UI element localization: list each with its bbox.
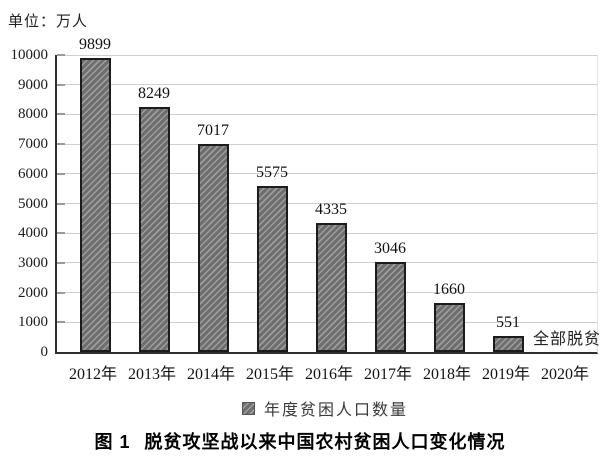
bar-value-2015年: 5575	[256, 164, 288, 182]
figure-caption: 图 1 脱贫攻坚战以来中国农村贫困人口变化情况	[0, 428, 600, 454]
y-axis-label-10000: 10000	[10, 47, 49, 63]
y-tick-3000	[57, 261, 65, 264]
unit-label: 单位：万人	[8, 14, 89, 30]
bar-value-2013年: 8249	[138, 85, 170, 102]
gridline-10000	[57, 54, 597, 56]
y-axis-label-1000: 1000	[18, 314, 48, 331]
y-axis-label-0: 0	[40, 344, 49, 360]
x-axis-label-2015年: 2015年	[245, 366, 294, 383]
bar-2016年	[315, 223, 347, 352]
y-axis-label-3000: 3000	[18, 254, 48, 271]
x-axis-label-2013年: 2013年	[127, 366, 176, 383]
y-tick-7000	[57, 143, 65, 146]
bar-value-2017年: 3046	[374, 239, 406, 257]
x-axis-label-2018年: 2018年	[422, 366, 471, 383]
bar-value-2019年: 551	[496, 313, 520, 331]
bar-2014年	[197, 143, 229, 352]
y-axis-label-2000: 2000	[18, 284, 48, 301]
y-axis-label-6000: 6000	[18, 165, 48, 182]
chart-legend: 年度贫困人口数量	[242, 396, 408, 420]
x-axis-label-2020年: 2020年	[540, 366, 589, 383]
x-axis-label-2016年: 2016年	[304, 366, 353, 383]
x-axis-label-2014年: 2014年	[186, 366, 235, 383]
y-tick-1000	[57, 321, 65, 324]
bar-2012年	[79, 58, 111, 352]
y-tick-2000	[57, 291, 65, 294]
figure-title: 脱贫攻坚战以来中国农村贫困人口变化情况	[144, 432, 506, 452]
x-axis-label-2019年: 2019年	[481, 366, 530, 383]
legend-label: 年度贫困人口数量	[264, 402, 409, 419]
gridline-6000	[57, 173, 597, 175]
plot-area: 9899 8249 7017 5575 4335 3046 1660 551 全部脱贫	[55, 36, 600, 354]
gridline-5000	[57, 203, 597, 204]
y-axis-labels: 0 1000 2000 3000 4000 5000 6000 7000 8000 9000 100…	[0, 47, 49, 360]
y-tick-5000	[57, 202, 65, 205]
bar-value-2014年: 7017	[197, 121, 229, 139]
y-tick-10000	[57, 54, 65, 56]
legend-hatched-swatch-icon	[242, 401, 255, 415]
bar-value-2012年: 9899	[79, 36, 111, 53]
y-tick-8000	[57, 113, 65, 116]
bar-2019年	[492, 335, 524, 352]
bar-2015年	[256, 186, 288, 352]
y-tick-4000	[57, 232, 65, 235]
y-axis-label-7000: 7000	[18, 136, 48, 153]
y-axis-label-8000: 8000	[18, 106, 48, 123]
gridline-9000	[57, 84, 597, 86]
bar-2017年	[374, 261, 406, 352]
bar-value-2016年: 4335	[315, 201, 347, 219]
gridline-7000	[57, 143, 597, 145]
y-axis-label-5000: 5000	[18, 195, 48, 212]
figure-number: 图 1	[94, 432, 131, 452]
bar-2018年	[433, 302, 465, 352]
y-tick-9000	[57, 83, 65, 86]
annotation-2020年: 全部脱贫	[532, 331, 600, 348]
bar-2013年	[138, 107, 170, 352]
y-axis-label-9000: 9000	[18, 76, 48, 93]
x-axis-label-2012年: 2012年	[68, 366, 117, 383]
bar-value-2018年: 1660	[433, 280, 465, 298]
y-tick-6000	[57, 172, 65, 175]
y-axis-label-4000: 4000	[18, 225, 48, 242]
gridline-8000	[57, 113, 597, 115]
x-axis-label-2017年: 2017年	[363, 366, 412, 383]
x-axis-labels: 2012年 2013年 2014年 2015年 2016年 2017年 2018年 2019年…	[55, 360, 600, 383]
